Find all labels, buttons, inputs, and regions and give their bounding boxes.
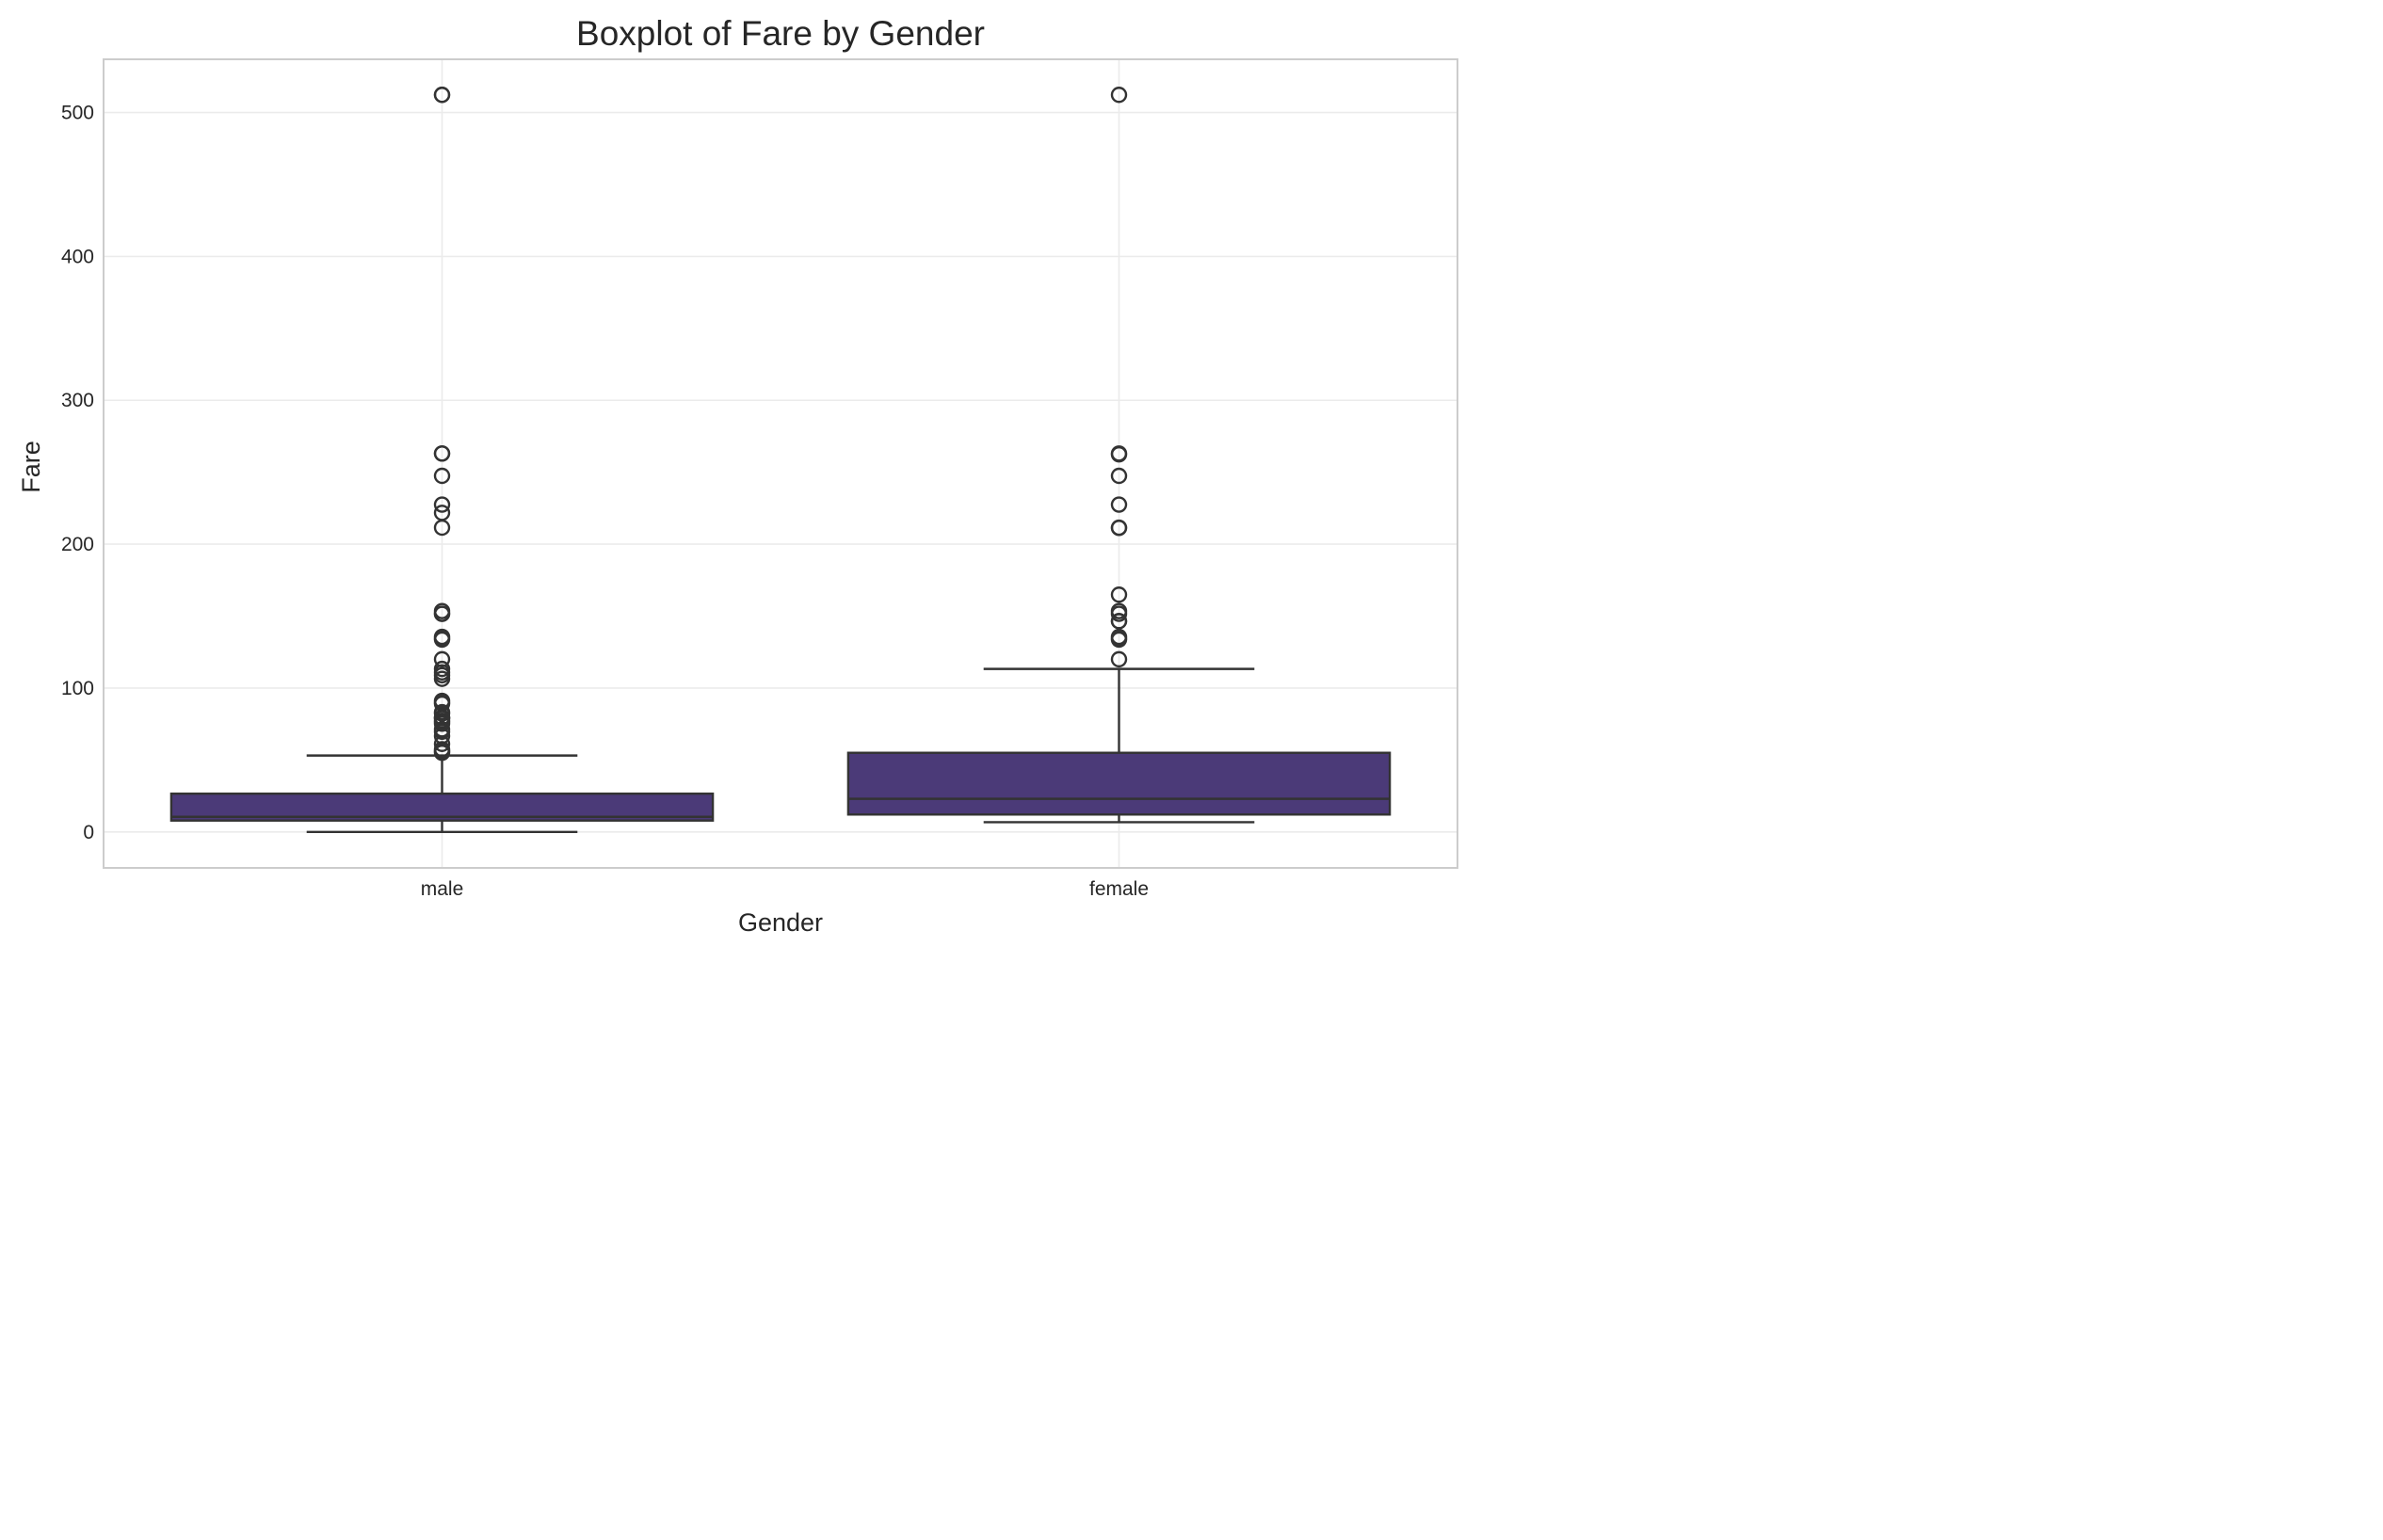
outlier-point (433, 496, 451, 513)
outlier-point (1110, 446, 1128, 463)
outlier-point (433, 723, 451, 741)
outlier-point (1110, 520, 1128, 537)
outlier-point (433, 670, 451, 687)
boxplot-chart: 0 100 200 300 400 500 male female Boxplot of F… (17, 14, 1458, 937)
outlier-point (433, 735, 451, 752)
outlier-point (433, 87, 451, 104)
plot-frame (103, 58, 1458, 869)
x-tick-label: male (421, 878, 464, 900)
y-tick-label: 100 (61, 678, 94, 699)
chart-title: Boxplot of Fare by Gender (576, 14, 985, 53)
x-tick-label: female (1089, 878, 1149, 900)
y-axis-label: Fare (17, 441, 45, 493)
outlier-point (1110, 87, 1128, 104)
box-group-female (846, 87, 1392, 824)
outlier-point (433, 745, 451, 762)
x-axis-label: Gender (738, 908, 823, 937)
outlier-point (433, 519, 451, 537)
outlier-point (1110, 605, 1128, 622)
outlier-point (1110, 650, 1128, 668)
y-tick-label: 300 (61, 390, 94, 411)
y-tick-label: 500 (61, 103, 94, 124)
boxes (169, 87, 1392, 833)
outlier-point (433, 631, 451, 649)
outlier-point (433, 445, 451, 462)
box-group-male (169, 87, 715, 833)
y-tick-label: 400 (61, 246, 94, 267)
outlier-point (433, 605, 451, 622)
box-iqr (846, 751, 1392, 816)
outlier-point (1110, 631, 1128, 649)
y-tick-label: 0 (83, 822, 94, 843)
y-ticks: 0 100 200 300 400 500 (61, 103, 94, 843)
outlier-point (1110, 467, 1128, 485)
outlier-point (1110, 586, 1128, 603)
grid (104, 59, 1457, 868)
outlier-point (1110, 496, 1128, 513)
y-tick-label: 200 (61, 534, 94, 555)
outlier-point (433, 715, 451, 732)
outlier-point (1110, 613, 1128, 630)
outlier-point (433, 467, 451, 485)
x-ticks: male female (421, 878, 1149, 900)
